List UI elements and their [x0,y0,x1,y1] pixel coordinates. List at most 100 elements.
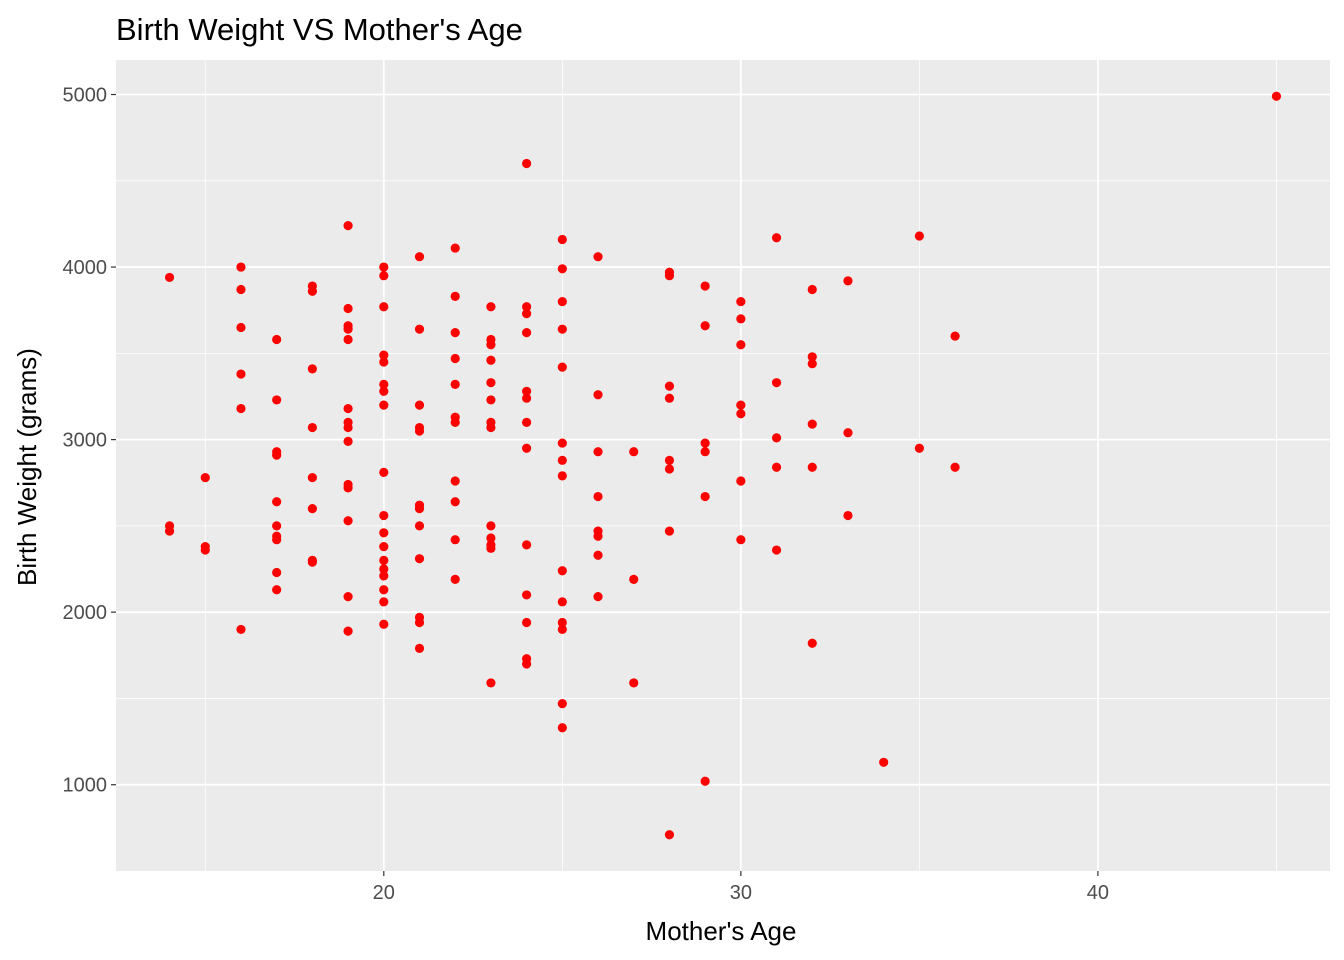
data-point [414,643,425,654]
data-point [450,353,460,364]
data-point [557,234,567,245]
data-point [272,567,282,578]
data-point [450,417,460,427]
data-point [414,426,425,436]
data-point [771,433,782,443]
data-point [700,281,710,291]
data-point [272,450,282,460]
data-point [664,830,675,840]
data-point [379,350,389,360]
data-point [343,403,353,414]
data-point [379,564,389,574]
data-point [379,555,389,566]
data-point [379,571,389,581]
x-tick-label: 40 [1087,882,1109,904]
data-point [486,422,496,433]
data-point [450,243,460,253]
data-point [379,467,389,478]
data-point [486,378,496,388]
data-point [414,324,425,334]
data-point [771,233,782,243]
data-point [379,302,389,312]
data-point [664,271,675,281]
data-point [736,535,746,545]
data-point [557,362,567,372]
data-point [522,417,532,427]
data-point [807,462,817,472]
data-point [486,533,496,543]
data-point [736,296,746,307]
data-point [522,659,532,669]
data-point [807,638,817,648]
y-tick-label: 3000 [63,430,108,452]
data-point [307,422,317,433]
data-point [343,516,353,526]
grid-lines [116,60,1330,871]
data-point [486,521,496,531]
data-point [450,379,460,389]
data-point [736,340,746,350]
data-point [557,455,567,465]
data-point [379,619,389,629]
x-axis-title: Mother's Age [646,916,797,946]
y-tick-label: 1000 [63,775,108,797]
data-point [200,472,210,483]
data-point [557,438,567,448]
data-point [414,504,425,514]
data-point [379,597,389,607]
data-point [664,464,675,474]
data-point [486,302,496,312]
data-point [593,491,603,502]
data-point [236,403,246,414]
chart-title: Birth Weight VS Mother's Age [116,12,523,47]
data-point [950,331,960,341]
data-point [950,462,960,472]
data-point [557,624,567,635]
data-point [379,510,389,521]
data-point [593,447,603,457]
data-point [414,400,425,410]
data-point [557,617,567,628]
data-point [379,585,389,595]
data-point [343,592,353,602]
data-point [379,542,389,552]
data-point [522,302,532,312]
data-point [343,422,353,433]
data-point [629,678,639,688]
data-point [664,526,675,536]
data-point [486,678,496,688]
data-point [771,462,782,472]
data-point [343,483,353,493]
data-point [557,296,567,307]
data-point [450,291,460,301]
data-point [272,535,282,545]
data-point [522,158,532,169]
data-point [450,574,460,584]
data-point [700,491,710,502]
data-point [807,359,817,369]
data-point [843,276,853,286]
data-point [272,521,282,531]
data-point [450,328,460,338]
data-point [164,526,175,536]
data-point [450,535,460,545]
data-point [236,322,246,333]
data-point [557,566,567,576]
data-point [522,328,532,338]
data-point [522,309,532,319]
data-point [272,395,282,405]
data-point [879,757,889,767]
data-point [771,545,782,555]
y-axis-title: Birth Weight (grams) [12,348,42,586]
data-point [522,617,532,628]
data-point [807,284,817,295]
data-point [379,271,389,281]
data-point [593,252,603,262]
data-point [450,497,460,507]
data-point [629,447,639,457]
data-point [236,624,246,635]
data-point [343,436,353,446]
y-tick-label: 2000 [63,602,108,624]
data-point [343,334,353,345]
